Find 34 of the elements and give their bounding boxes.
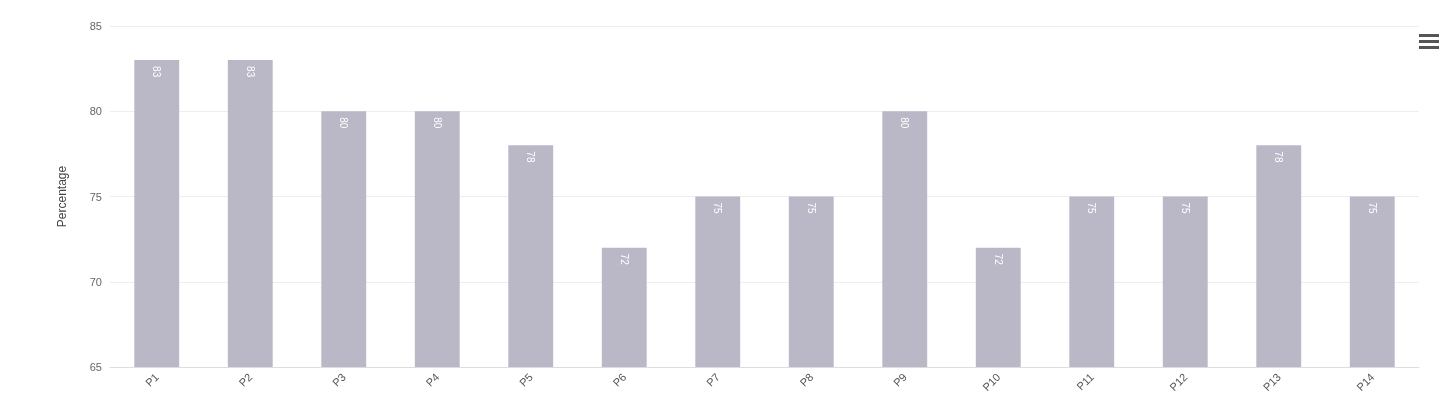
data-label: 83 bbox=[244, 66, 256, 78]
x-tick-label: P11 bbox=[1074, 370, 1096, 393]
y-tick-label: 65 bbox=[89, 361, 102, 373]
x-tick-label: P12 bbox=[1167, 370, 1190, 394]
x-tick-label: P13 bbox=[1260, 370, 1283, 394]
x-tick-label: P14 bbox=[1354, 370, 1377, 394]
data-label: 78 bbox=[525, 151, 537, 163]
data-label: 80 bbox=[431, 117, 443, 129]
x-tick-label: P4 bbox=[423, 370, 442, 389]
data-label: 72 bbox=[618, 253, 630, 266]
x-tick-label: P2 bbox=[236, 370, 255, 389]
x-tick-label: P3 bbox=[330, 370, 348, 389]
data-label: 83 bbox=[151, 66, 163, 78]
data-label: 75 bbox=[712, 202, 724, 215]
x-tick-label: P5 bbox=[517, 370, 535, 389]
x-tick-label: P8 bbox=[797, 370, 816, 389]
data-label: 78 bbox=[1273, 151, 1285, 163]
x-tick-label: P9 bbox=[891, 370, 909, 389]
data-label: 72 bbox=[992, 253, 1004, 266]
y-axis-title: Percentage bbox=[55, 165, 69, 228]
y-tick-label: 80 bbox=[89, 105, 102, 118]
data-label: 75 bbox=[805, 202, 817, 215]
x-tick-label: P10 bbox=[980, 370, 1003, 394]
data-label: 75 bbox=[1086, 202, 1098, 215]
data-label: 75 bbox=[1179, 202, 1191, 215]
x-tick-label: P7 bbox=[704, 370, 722, 389]
y-tick-label: 70 bbox=[89, 275, 102, 288]
data-label: 80 bbox=[338, 117, 350, 129]
y-tick-label: 75 bbox=[89, 190, 102, 203]
data-label: 75 bbox=[1366, 202, 1378, 215]
data-label: 80 bbox=[899, 117, 911, 129]
x-tick-label: P1 bbox=[143, 370, 161, 389]
y-tick-label: 85 bbox=[89, 20, 102, 32]
x-tick-label: P6 bbox=[610, 370, 629, 389]
